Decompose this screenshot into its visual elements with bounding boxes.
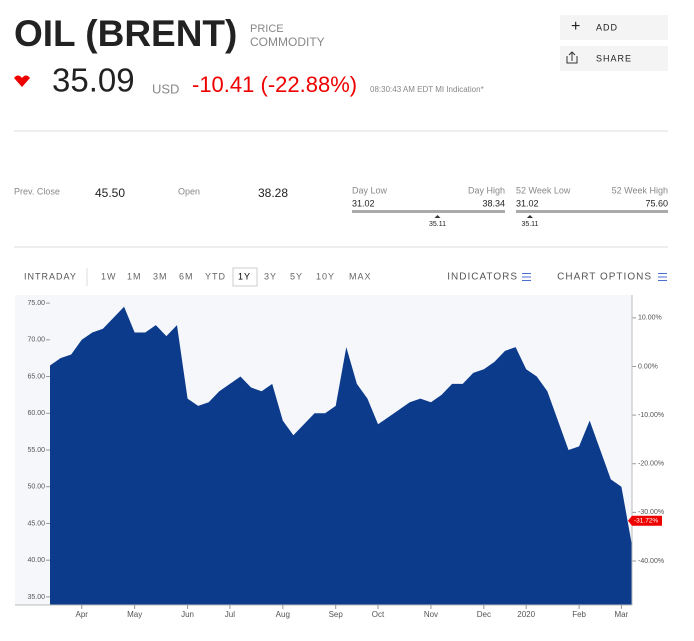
add-button[interactable] bbox=[560, 15, 668, 40]
x-tick-label: Aug bbox=[276, 610, 290, 619]
y2-tick-label: 0.00% bbox=[638, 363, 658, 370]
price: 35.09 bbox=[52, 62, 135, 99]
x-tick-label: Dec bbox=[477, 610, 491, 619]
prev-close-label: Prev. Close bbox=[14, 186, 60, 196]
currency: USD bbox=[152, 81, 179, 96]
range-current: 35.11 bbox=[429, 221, 446, 228]
range-marker bbox=[526, 215, 533, 218]
y-tick-label: 60.00 bbox=[27, 410, 45, 417]
range-current: 35.11 bbox=[521, 221, 538, 228]
indicators-icon bbox=[522, 273, 531, 281]
title: OIL (BRENT) bbox=[14, 13, 237, 54]
y-tick-label: 65.00 bbox=[27, 373, 45, 380]
prev-close: 45.50 bbox=[95, 186, 125, 200]
add-label: ADD bbox=[596, 22, 618, 32]
range-button[interactable]: 3Y bbox=[264, 271, 277, 281]
y-tick-label: 75.00 bbox=[27, 300, 45, 307]
x-tick-label: Apr bbox=[76, 610, 89, 619]
y2-tick-label: -30.00% bbox=[638, 509, 664, 516]
share-button[interactable] bbox=[560, 46, 668, 71]
x-tick-label: May bbox=[127, 610, 142, 619]
current-change-label: -31.72% bbox=[634, 517, 658, 524]
x-tick-label: Jul bbox=[225, 610, 235, 619]
current-change-tag bbox=[628, 515, 662, 526]
range-marker bbox=[434, 215, 441, 218]
chart-options-button[interactable]: CHART OPTIONS bbox=[557, 272, 652, 283]
range-low-label: 52 Week Low bbox=[516, 185, 571, 195]
range-low-label: Day Low bbox=[352, 185, 388, 195]
range-button[interactable]: 1M bbox=[127, 271, 142, 281]
range-button[interactable]: 10Y bbox=[316, 271, 335, 281]
range-high: 75.60 bbox=[645, 198, 668, 208]
range-button[interactable]: YTD bbox=[205, 271, 226, 281]
x-tick-label: 2020 bbox=[517, 610, 535, 619]
share-icon bbox=[566, 51, 578, 64]
y-tick-label: 50.00 bbox=[27, 484, 45, 491]
range-high-label: Day High bbox=[468, 185, 505, 195]
open-label: Open bbox=[178, 186, 200, 196]
range-high-label: 52 Week High bbox=[612, 185, 668, 195]
y-tick-label: 55.00 bbox=[27, 447, 45, 454]
range-bar bbox=[516, 210, 668, 213]
y2-tick-label: -10.00% bbox=[638, 412, 664, 419]
range-low: 31.02 bbox=[516, 198, 539, 208]
add-icon: + bbox=[571, 18, 580, 35]
selected-range bbox=[232, 267, 258, 287]
kind-bottom: COMMODITY bbox=[250, 35, 325, 49]
y2-tick-label: -20.00% bbox=[638, 461, 664, 468]
x-tick-label: Nov bbox=[424, 610, 438, 619]
y-tick-label: 40.00 bbox=[27, 557, 45, 564]
options-icon bbox=[658, 273, 667, 281]
indicators-button[interactable]: INDICATORS bbox=[447, 272, 518, 283]
x-tick-label: Mar bbox=[615, 610, 629, 619]
range-button[interactable]: 3M bbox=[153, 271, 168, 281]
share-label: SHARE bbox=[596, 53, 632, 63]
range-low: 31.02 bbox=[352, 198, 375, 208]
range-button[interactable]: 1W bbox=[101, 271, 117, 281]
intraday-button[interactable]: INTRADAY bbox=[24, 271, 77, 281]
price-area bbox=[50, 306, 632, 605]
range-button[interactable]: 5Y bbox=[290, 271, 303, 281]
y2-tick-label: 10.00% bbox=[638, 315, 662, 322]
kind-top: PRICE bbox=[250, 23, 284, 35]
range-bar bbox=[352, 210, 505, 213]
y-tick-label: 45.00 bbox=[27, 520, 45, 527]
y-tick-label: 70.00 bbox=[27, 337, 45, 344]
open: 38.28 bbox=[258, 186, 288, 200]
x-tick-label: Feb bbox=[572, 610, 586, 619]
time: 08:30:43 AM EDT MI Indication* bbox=[370, 85, 484, 94]
y2-tick-label: -40.00% bbox=[638, 558, 664, 565]
range-high: 38.34 bbox=[482, 198, 505, 208]
range-button[interactable]: 6M bbox=[179, 271, 194, 281]
down-icon bbox=[14, 75, 30, 87]
x-tick-label: Jun bbox=[181, 610, 194, 619]
change: -10.41 (-22.88%) bbox=[192, 72, 357, 97]
x-tick-label: Oct bbox=[372, 610, 385, 619]
x-tick-label: Sep bbox=[329, 610, 344, 619]
y-tick-label: 35.00 bbox=[27, 594, 45, 601]
range-button[interactable]: 1Y bbox=[238, 271, 251, 281]
range-button[interactable]: MAX bbox=[349, 271, 372, 281]
